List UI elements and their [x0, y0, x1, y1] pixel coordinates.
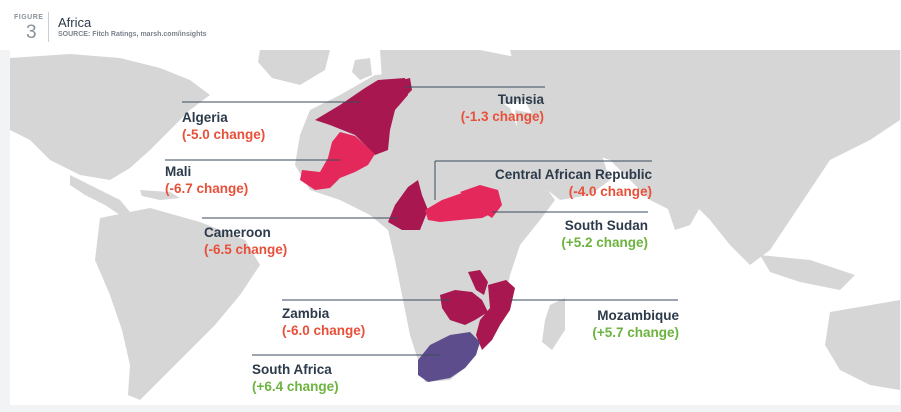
label-south-africa: South Africa (+6.4 change)	[252, 361, 339, 395]
country-name-mali: Mali	[165, 164, 192, 179]
country-south-sudan	[460, 185, 502, 218]
country-name-tunisia: Tunisia	[497, 92, 544, 107]
country-mali	[300, 132, 375, 190]
landmass-uk	[352, 58, 372, 80]
country-malawi	[468, 270, 488, 295]
landmass-india	[650, 160, 710, 230]
country-change-zambia: (-6.0 change)	[282, 323, 366, 338]
country-change-south-africa: (+6.4 change)	[252, 379, 339, 394]
country-change-tunisia: (-1.3 change)	[460, 109, 544, 124]
country-change-mali: (-6.7 change)	[165, 181, 249, 196]
label-mali: Mali (-6.7 change)	[165, 163, 248, 197]
country-change-car: (-4.0 change)	[568, 184, 652, 199]
landmass-south-america	[95, 208, 260, 400]
map-svg	[10, 50, 900, 400]
country-name-cameroon: Cameroon	[204, 225, 271, 240]
label-zambia: Zambia (-6.0 change)	[282, 305, 365, 339]
landmass-southeast-asia	[760, 255, 855, 290]
header-divider	[48, 12, 49, 42]
landmass-greenland	[258, 50, 330, 85]
landmass-caribbean	[140, 190, 180, 200]
landmass-asia	[510, 50, 900, 265]
landmass-madagascar	[542, 298, 565, 350]
label-tunisia: Tunisia (-1.3 change)	[440, 91, 544, 125]
country-change-south-sudan: (+5.2 change)	[561, 235, 648, 250]
country-zambia	[440, 290, 488, 325]
landmass-australia	[825, 300, 900, 390]
label-cameroon: Cameroon (-6.5 change)	[204, 224, 287, 258]
country-change-algeria: (-5.0 change)	[182, 127, 266, 142]
country-name-zambia: Zambia	[282, 306, 330, 321]
country-change-mozambique: (+5.7 change)	[592, 325, 679, 340]
country-name-south-sudan: South Sudan	[564, 218, 648, 233]
label-south-sudan: South Sudan (+5.2 change)	[520, 217, 648, 251]
country-mozambique	[476, 280, 515, 350]
label-mozambique: Mozambique (+5.7 change)	[560, 307, 679, 341]
country-name-car: Central African Republic	[494, 167, 652, 182]
country-name-mozambique: Mozambique	[597, 308, 679, 323]
figure-title: Africa	[58, 15, 92, 30]
figure-header: FIGURE 3 Africa SOURCE: Fitch Ratings, m…	[0, 0, 901, 50]
figure-source: SOURCE: Fitch Ratings, marsh.com/insight…	[58, 31, 207, 38]
landmass-central-america	[70, 175, 130, 215]
figure-label: FIGURE	[14, 14, 44, 21]
landmass-north-america	[10, 54, 210, 180]
world-map	[10, 50, 900, 405]
country-name-algeria: Algeria	[182, 110, 228, 125]
country-algeria	[315, 78, 408, 155]
figure-number: 3	[26, 22, 37, 43]
country-change-cameroon: (-6.5 change)	[204, 242, 288, 257]
country-name-south-africa: South Africa	[252, 362, 332, 377]
country-south-africa	[418, 332, 480, 382]
label-central-african-republic: Central African Republic (-4.0 change)	[460, 166, 652, 200]
label-algeria: Algeria (-5.0 change)	[182, 109, 265, 143]
leader-lines	[165, 86, 678, 356]
